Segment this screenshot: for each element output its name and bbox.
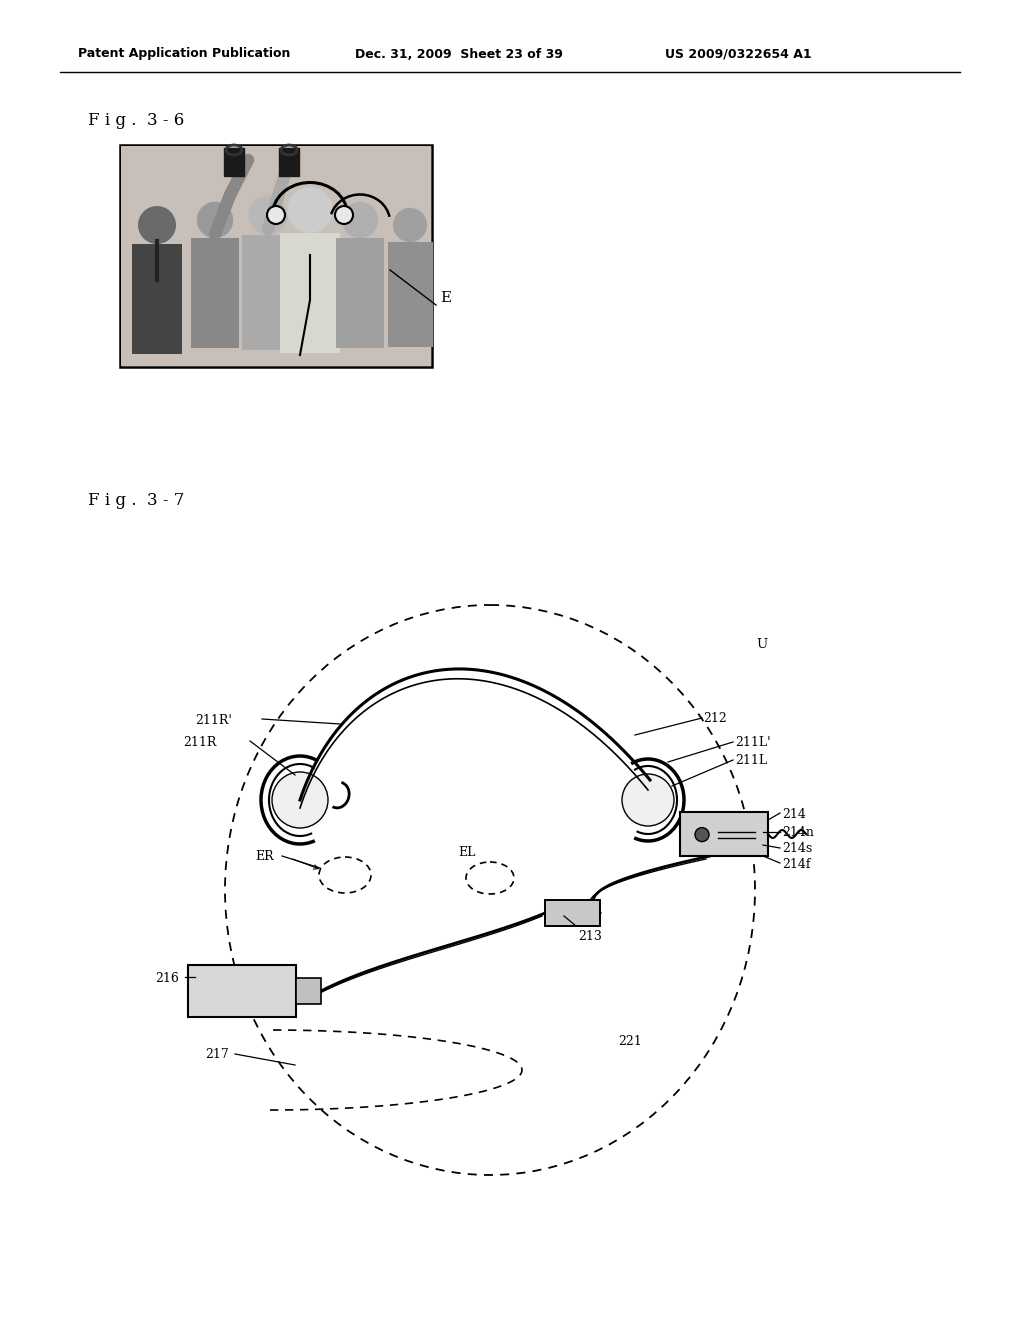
- Text: 217: 217: [205, 1048, 228, 1061]
- Text: 214f: 214f: [782, 858, 811, 871]
- Text: 211L': 211L': [735, 737, 771, 748]
- Circle shape: [622, 774, 674, 826]
- Bar: [387, 242, 432, 347]
- Text: 214: 214: [782, 808, 806, 821]
- Text: F i g .  3 - 7: F i g . 3 - 7: [88, 492, 184, 510]
- Circle shape: [270, 770, 330, 830]
- Bar: [280, 232, 340, 352]
- Bar: [188, 965, 296, 1016]
- Circle shape: [267, 206, 285, 224]
- Text: 213: 213: [578, 931, 602, 942]
- Text: 211L: 211L: [735, 754, 767, 767]
- Text: 214n: 214n: [782, 826, 814, 840]
- Text: EL: EL: [459, 846, 476, 858]
- Text: Dec. 31, 2009  Sheet 23 of 39: Dec. 31, 2009 Sheet 23 of 39: [355, 48, 563, 61]
- Text: ER: ER: [255, 850, 273, 862]
- Text: US 2009/0322654 A1: US 2009/0322654 A1: [665, 48, 812, 61]
- Circle shape: [287, 187, 333, 232]
- Bar: [680, 812, 768, 855]
- Bar: [279, 148, 299, 176]
- Circle shape: [248, 195, 288, 235]
- Bar: [242, 235, 294, 350]
- Bar: [121, 147, 431, 366]
- Text: F i g .  3 - 6: F i g . 3 - 6: [88, 112, 184, 129]
- Circle shape: [393, 209, 427, 242]
- Text: 211R': 211R': [195, 714, 231, 727]
- Text: 212: 212: [703, 711, 727, 725]
- Text: U: U: [756, 638, 767, 651]
- Circle shape: [335, 206, 353, 224]
- Circle shape: [197, 202, 233, 238]
- Bar: [224, 148, 244, 176]
- Circle shape: [342, 202, 378, 238]
- Circle shape: [695, 828, 709, 842]
- Text: 221: 221: [618, 1035, 642, 1048]
- Circle shape: [138, 206, 176, 244]
- Text: 211R: 211R: [183, 737, 216, 748]
- Text: 216: 216: [155, 972, 179, 985]
- Bar: [336, 238, 384, 348]
- Bar: [296, 978, 321, 1005]
- Bar: [191, 238, 239, 348]
- Bar: [120, 145, 432, 367]
- Bar: [545, 900, 600, 927]
- Bar: [132, 244, 182, 354]
- Circle shape: [620, 772, 676, 828]
- Text: E: E: [440, 290, 452, 305]
- Circle shape: [272, 772, 328, 828]
- Text: 214s: 214s: [782, 842, 812, 855]
- Text: Patent Application Publication: Patent Application Publication: [78, 48, 291, 61]
